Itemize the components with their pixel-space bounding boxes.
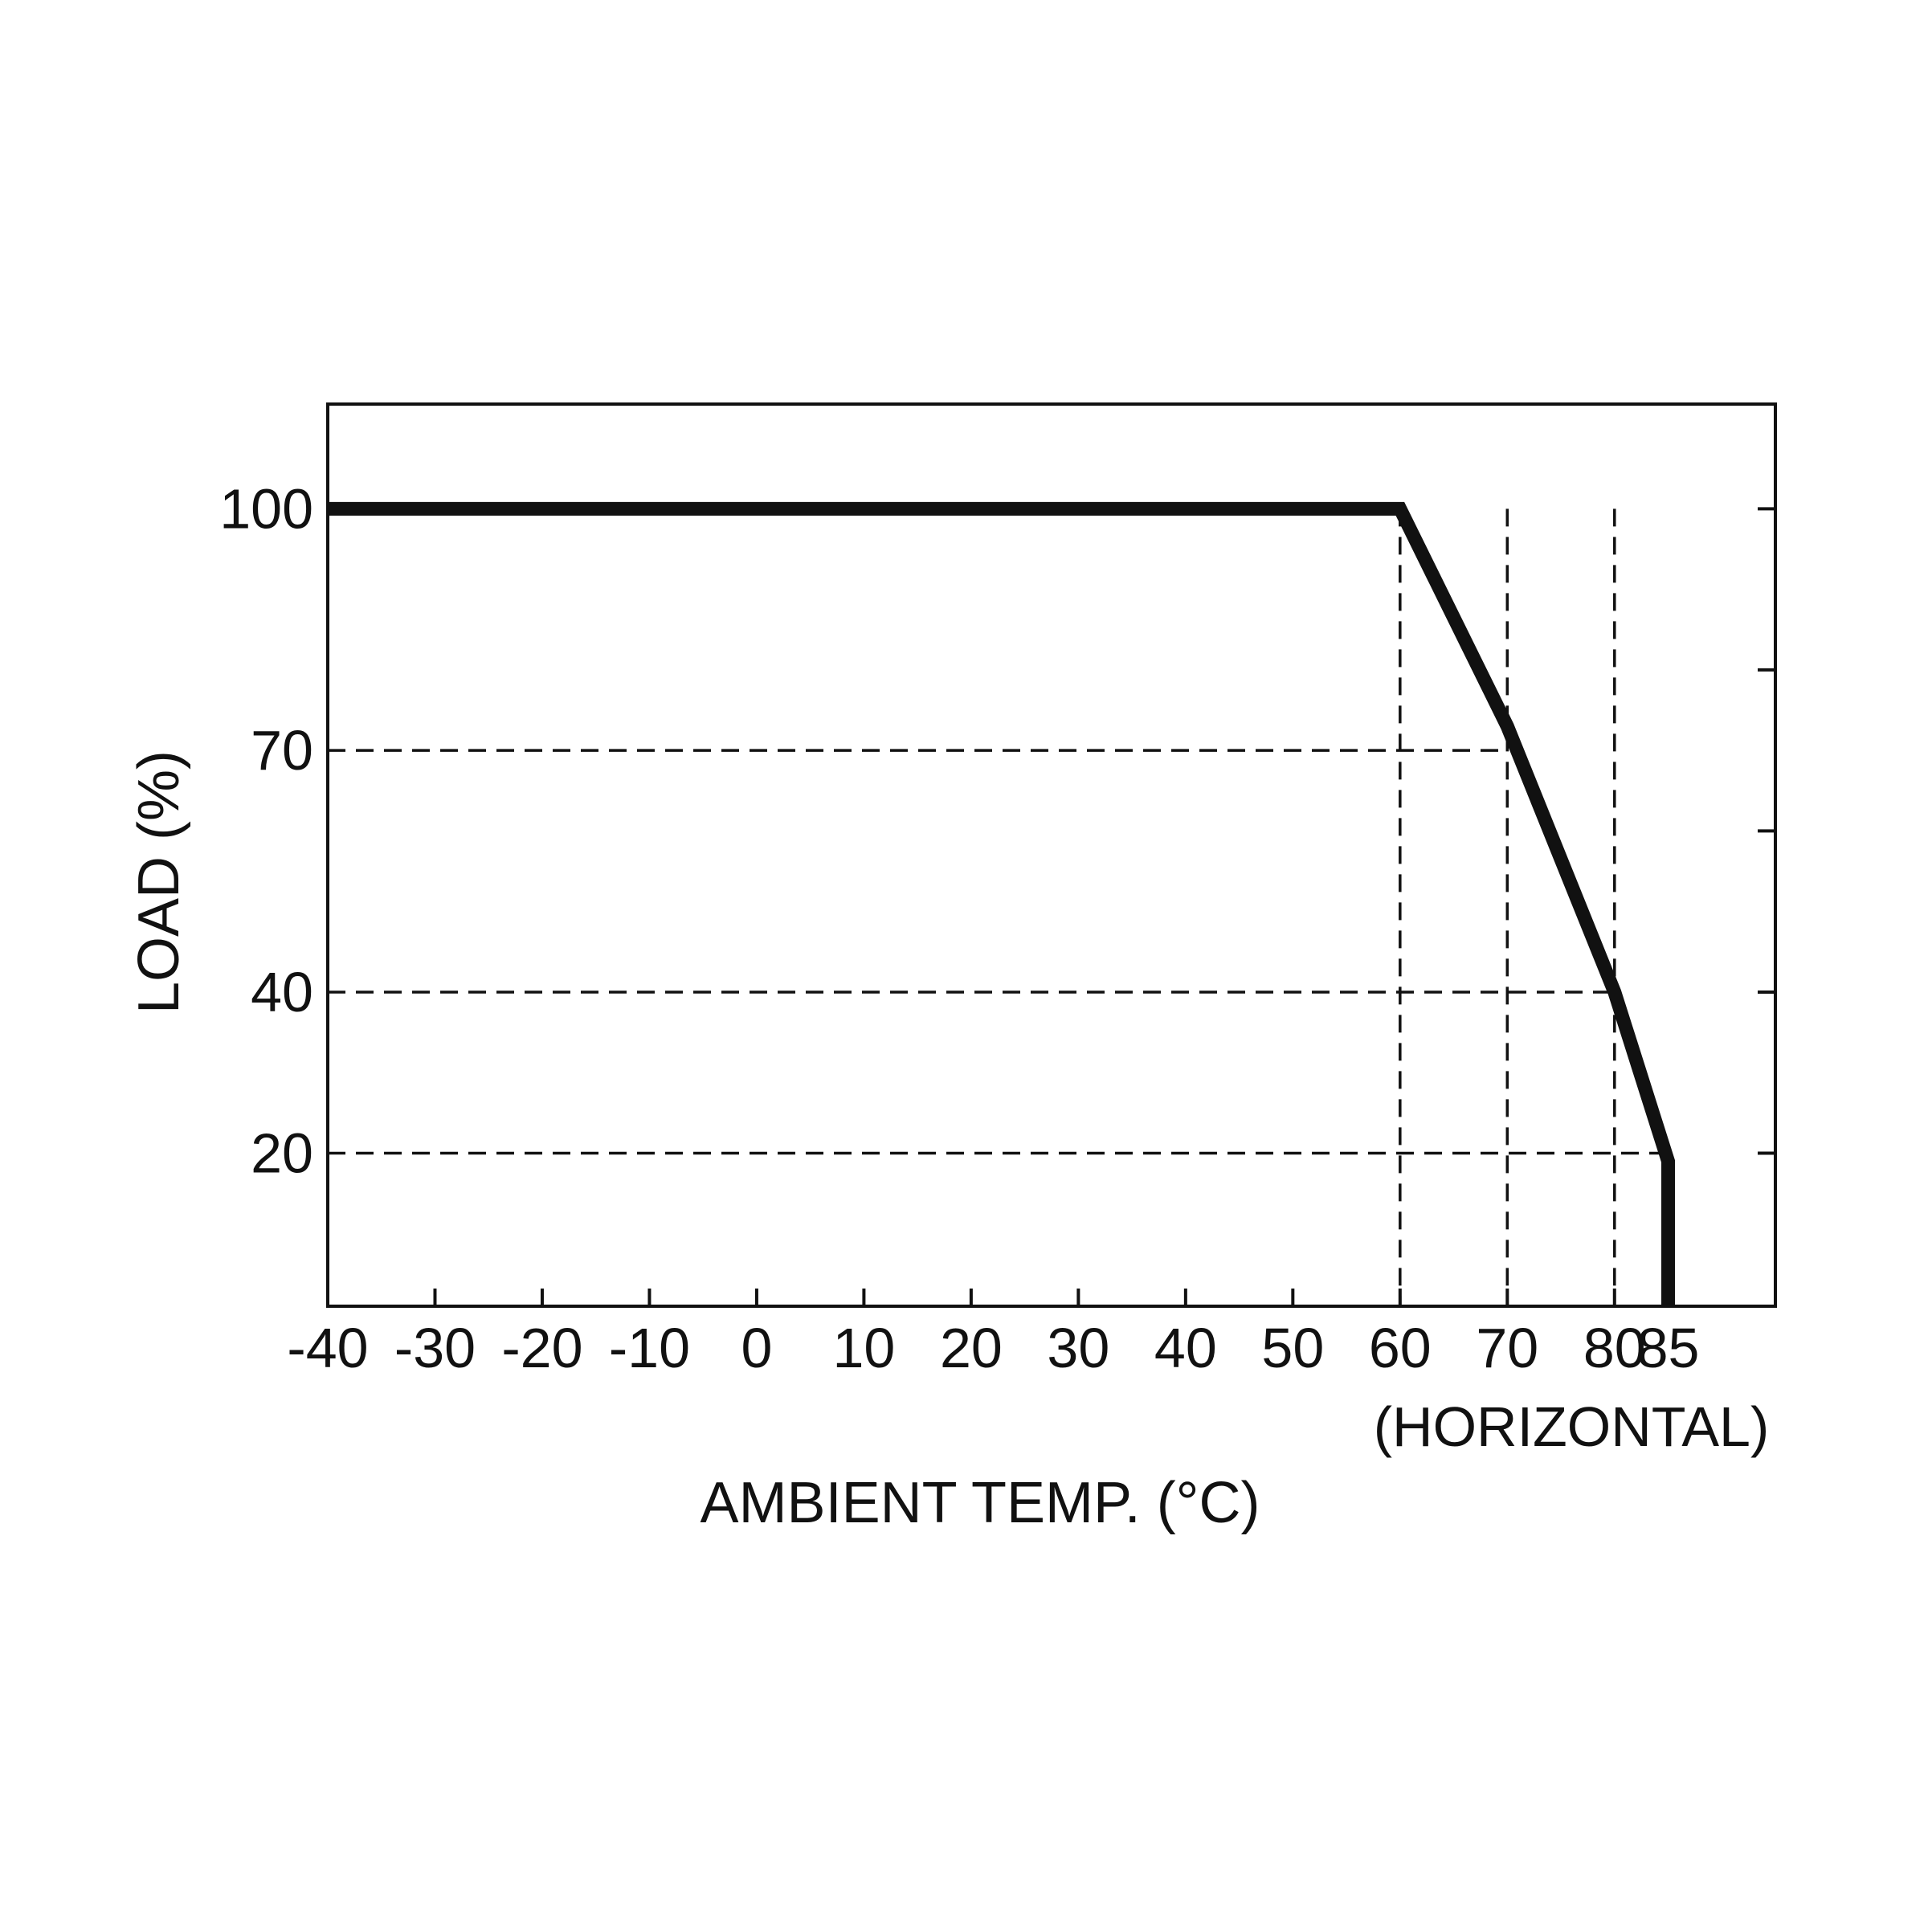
y-tick-label: 70 xyxy=(251,719,313,782)
y-tick-label: 100 xyxy=(219,477,313,540)
x-tick-label: 20 xyxy=(940,1317,1003,1379)
x-tick-label: 85 xyxy=(1637,1317,1700,1379)
x-tick-label: 60 xyxy=(1369,1317,1432,1379)
plot-frame xyxy=(326,402,1777,1308)
x-tick-label: 10 xyxy=(832,1317,895,1379)
reference-lines xyxy=(328,509,1669,1306)
x-tick-label: 70 xyxy=(1476,1317,1538,1379)
x-tick-label: 0 xyxy=(741,1317,772,1379)
y-axis-label: LOAD (%) xyxy=(127,750,191,1014)
y-tick-labels: 100 70 40 20 xyxy=(219,477,313,1184)
x-tick-label: 40 xyxy=(1154,1317,1217,1379)
series-line-0 xyxy=(328,501,1676,1306)
x-tick-label: -30 xyxy=(394,1317,476,1379)
x-tick-label: 30 xyxy=(1047,1317,1109,1379)
y-tick-label: 40 xyxy=(251,961,313,1023)
x-tick-label: 50 xyxy=(1261,1317,1324,1379)
x-tick-label: -10 xyxy=(609,1317,690,1379)
series-group xyxy=(328,501,1676,1306)
y-tick-label: 20 xyxy=(251,1121,313,1184)
x-tick-label: -20 xyxy=(501,1317,582,1379)
x-axis-label: AMBIENT TEMP. (°C) xyxy=(701,1471,1260,1535)
x-tick-label: 80 xyxy=(1583,1317,1646,1379)
x-tick-label: -40 xyxy=(287,1317,368,1379)
x-axis-sublabel: (HORIZONTAL) xyxy=(1374,1395,1770,1458)
